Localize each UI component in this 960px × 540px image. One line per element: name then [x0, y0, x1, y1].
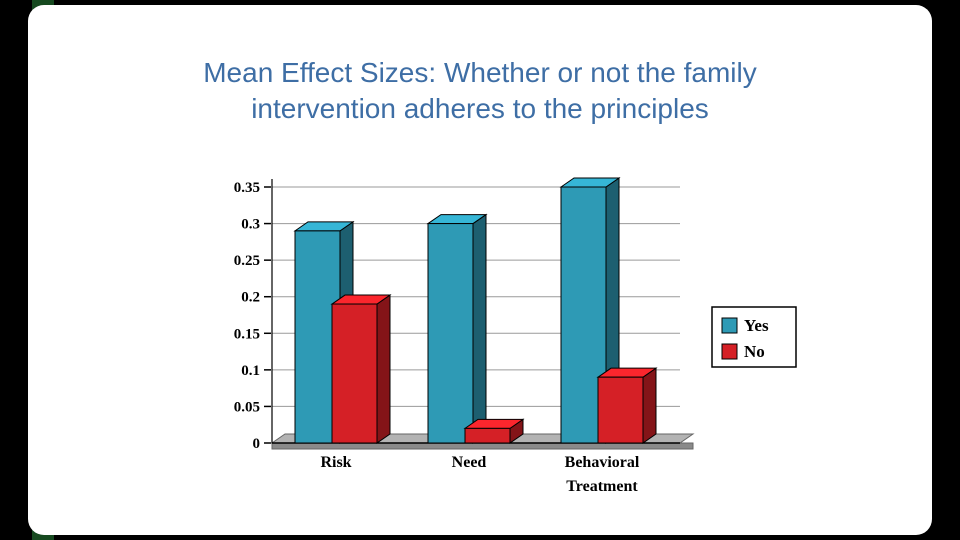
chart-floor-front	[271, 442, 694, 450]
category-label: Need	[452, 454, 487, 471]
effect-sizes-chart: 0 0.05 0.1 0.15 0.2 0.25 0.3 0.35 Risk Need Behavi…	[234, 177, 797, 495]
bar-yes-need	[426, 213, 488, 444]
bar-no-need	[463, 418, 525, 444]
slide-title-line1: Mean Effect Sizes: Whether or not the fa…	[203, 57, 757, 88]
bar-no-risk	[330, 294, 392, 444]
legend-swatch-yes	[721, 317, 738, 334]
category-label: Risk	[320, 454, 351, 471]
bar-front-face	[331, 303, 378, 444]
y-tick-label: 0.35	[234, 180, 260, 196]
y-tick-label: 0.3	[241, 217, 260, 233]
bar-no-behavioral-treatment	[596, 367, 658, 444]
y-tick-label: 0.25	[234, 253, 260, 269]
bar-front-face	[427, 223, 474, 444]
category-label: Behavioral Treatment	[565, 454, 640, 495]
bar-side-face	[642, 367, 657, 444]
slide-title-line2: intervention adheres to the principles	[251, 93, 709, 125]
bar-side-face	[472, 213, 487, 444]
slide-title: Mean Effect Sizes: Whether or not the fa…	[60, 55, 900, 128]
bar-front-face	[597, 376, 644, 444]
y-tick-label: 0	[253, 436, 261, 452]
chart-legend: Yes No	[711, 306, 797, 368]
bar-front-face	[464, 427, 511, 444]
bar-side-face	[376, 294, 391, 444]
legend-label-yes: Yes	[744, 316, 769, 335]
legend-swatch-no	[721, 343, 738, 360]
y-tick-label: 0.05	[234, 399, 260, 415]
legend-label-no: No	[744, 342, 765, 361]
y-tick-label: 0.15	[234, 326, 260, 342]
y-tick-label: 0.1	[241, 363, 260, 379]
y-tick-label: 0.2	[241, 290, 260, 306]
